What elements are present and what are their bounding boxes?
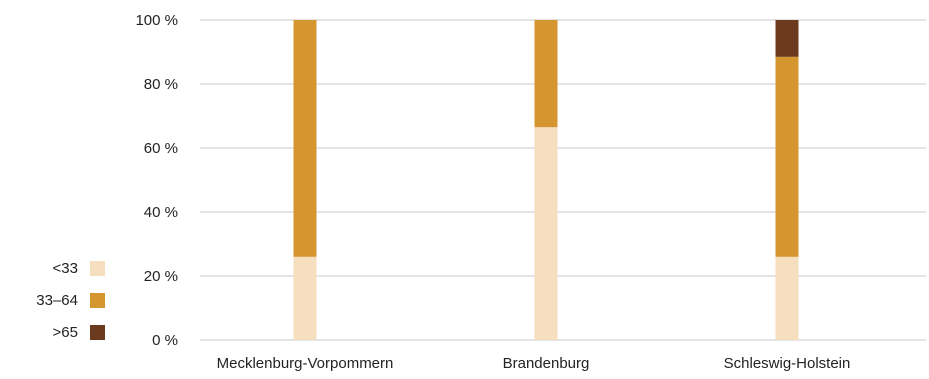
legend: <33 33–64 >65 — [36, 260, 105, 341]
y-tick-label: 80 % — [144, 76, 178, 93]
legend-label: >65 — [53, 324, 78, 341]
bar-segment — [293, 256, 317, 340]
bar-segment — [775, 56, 799, 257]
y-tick-label: 40 % — [144, 204, 178, 221]
y-tick-label: 60 % — [144, 140, 178, 157]
bar-segment — [775, 256, 799, 340]
y-tick-label: 20 % — [144, 268, 178, 285]
bar-segment — [775, 20, 799, 57]
x-axis-category-labels: Mecklenburg-Vorpommern Brandenburg Schlesw… — [217, 355, 851, 372]
bar-segment — [293, 20, 317, 257]
legend-swatch — [90, 261, 105, 276]
bar-segment — [534, 20, 558, 128]
x-category-label: Mecklenburg-Vorpommern — [217, 355, 394, 372]
bar-segment — [534, 127, 558, 340]
gridlines — [200, 19, 926, 341]
x-category-label: Schleswig-Holstein — [724, 355, 851, 372]
x-category-label: Brandenburg — [503, 355, 590, 372]
y-tick-label: 100 % — [135, 12, 178, 29]
y-axis-tick-labels: 0 % 20 % 40 % 60 % 80 % 100 % — [135, 12, 178, 349]
legend-swatch — [90, 293, 105, 308]
y-tick-label: 0 % — [152, 332, 178, 349]
legend-swatch — [90, 325, 105, 340]
bars — [293, 20, 799, 340]
legend-label: 33–64 — [36, 292, 78, 309]
legend-label: <33 — [53, 260, 78, 277]
